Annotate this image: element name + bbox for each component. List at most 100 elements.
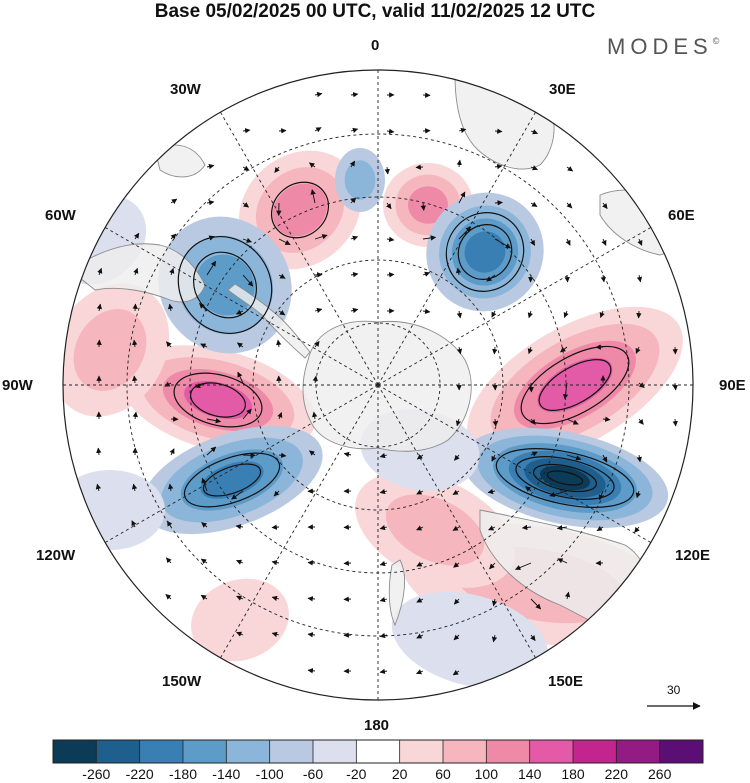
contour-5-0 <box>173 372 263 428</box>
wind-vector-49 <box>565 238 571 246</box>
wind-vector-118 <box>311 411 318 420</box>
colorbar-tick-label: -260 <box>82 766 111 782</box>
wind-vector-102 <box>237 371 244 384</box>
wind-vector-142 <box>95 483 102 492</box>
wind-vector-29 <box>350 197 357 204</box>
wind-vector-61 <box>422 271 431 277</box>
wind-vector-104 <box>312 375 318 384</box>
wind-vector-131 <box>278 452 287 458</box>
wind-vector-19 <box>415 164 424 170</box>
wind-vector-173 <box>165 557 172 564</box>
wind-vector-110 <box>638 382 645 388</box>
contour-6-0 <box>270 181 330 239</box>
meridian-300 <box>104 227 379 386</box>
anomaly-blob-16-level-0 <box>391 591 549 689</box>
wind-vector-164 <box>343 524 352 530</box>
wind-vector-8 <box>386 128 395 134</box>
wind-vector-88 <box>236 342 244 348</box>
land-mass-0 <box>302 320 472 452</box>
lon-label-150w: 150W <box>162 673 202 690</box>
wind-vector-175 <box>235 559 244 565</box>
wind-vector-161 <box>235 524 244 530</box>
anomaly-blob-8-level-5 <box>539 465 591 491</box>
lon-label-30e: 30E <box>549 81 576 98</box>
contour-4-1 <box>538 359 612 411</box>
colorbar-swatch-5 <box>269 740 314 763</box>
wind-vector-125 <box>672 418 678 427</box>
wind-vector-28 <box>310 189 316 204</box>
meridian-150 <box>377 384 536 659</box>
wind-vector-82 <box>599 310 605 319</box>
wind-vector-205 <box>491 634 498 643</box>
colorbar-swatch-11 <box>529 740 574 763</box>
wind-vector-206 <box>530 634 536 642</box>
latitude-circle-3 <box>126 133 630 637</box>
contour-0-2 <box>532 463 598 493</box>
wind-vector-77 <box>422 308 431 314</box>
wind-vector-91 <box>456 346 463 355</box>
wind-vector-38 <box>170 233 177 240</box>
wind-vector-135 <box>416 454 424 460</box>
lon-label-120w: 120W <box>36 547 76 564</box>
wind-vector-32 <box>458 191 466 204</box>
wind-vector-56 <box>242 274 254 287</box>
wind-vector-68 <box>96 303 103 312</box>
wind-vector-78 <box>456 310 463 319</box>
wind-vector-119 <box>455 418 462 427</box>
colorbar-tick-label: 60 <box>435 766 451 782</box>
wind-vector-86 <box>166 341 172 348</box>
wind-vector-63 <box>486 274 496 282</box>
wind-vectors <box>95 91 678 676</box>
wind-vector-53 <box>133 267 139 276</box>
wind-vector-124 <box>638 418 644 425</box>
colorbar-tick-label: 260 <box>648 766 672 782</box>
lon-label-150e: 150E <box>548 673 584 690</box>
wind-vector-116 <box>242 408 252 420</box>
wind-vector-50 <box>601 238 607 246</box>
lon-label-90w: 90W <box>2 377 33 394</box>
wind-vector-203 <box>416 633 424 639</box>
wind-vector-45 <box>422 235 437 241</box>
anomaly-blob-7-level-1 <box>73 309 147 391</box>
colorbar-swatch-12 <box>573 740 617 763</box>
wind-vector-33 <box>494 200 503 206</box>
colorbar-swatch-3 <box>183 740 227 763</box>
colorbar-tick-label: 140 <box>518 766 542 782</box>
wind-vector-134 <box>379 452 388 459</box>
wind-vector-172 <box>634 526 640 533</box>
wind-vector-144 <box>167 483 174 492</box>
wind-vector-194 <box>453 598 460 605</box>
wind-vector-158 <box>131 520 137 528</box>
contour-0-0 <box>495 448 635 508</box>
wind-vector-121 <box>530 418 536 425</box>
wind-vector-210 <box>415 669 424 675</box>
wind-vector-192 <box>379 596 388 603</box>
colorbar-swatch-7 <box>356 740 401 763</box>
wind-vector-85 <box>132 339 138 348</box>
wind-vector-37 <box>133 232 140 240</box>
contour-0-3 <box>546 470 584 486</box>
wind-vector-115 <box>206 418 222 424</box>
wind-vector-80 <box>527 310 533 319</box>
wind-vector-4 <box>242 128 251 134</box>
wind-vector-92 <box>492 346 498 355</box>
wind-vector-99 <box>132 375 138 384</box>
colorbar-swatch-13 <box>616 740 661 763</box>
meridian-240 <box>104 384 379 543</box>
colorbar-tick-label: -20 <box>346 766 367 782</box>
wind-vector-75 <box>350 307 359 314</box>
wind-vector-166 <box>416 525 424 531</box>
contour-1-0 <box>445 212 525 292</box>
wind-vector-193 <box>416 597 424 603</box>
lon-label-180: 180 <box>364 717 390 734</box>
wind-vector-197 <box>564 591 571 600</box>
wind-vector-190 <box>307 596 316 602</box>
wind-vector-36 <box>602 202 608 210</box>
wind-vector-25 <box>206 199 215 206</box>
wind-vector-13 <box>206 163 215 170</box>
contour-3-1 <box>202 463 262 497</box>
wind-vector-93 <box>527 346 533 355</box>
meridian-30 <box>377 111 536 386</box>
wind-vector-180 <box>416 561 424 567</box>
